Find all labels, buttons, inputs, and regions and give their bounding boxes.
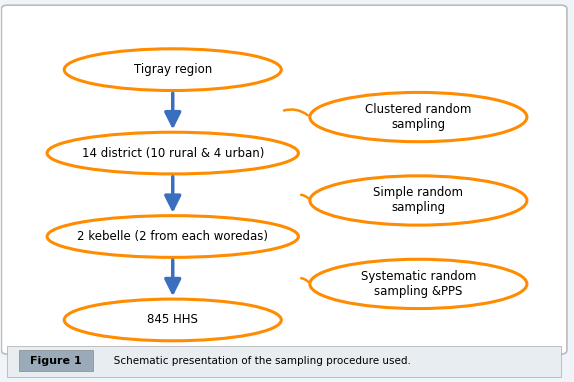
Text: Systematic random
sampling &PPS: Systematic random sampling &PPS	[360, 270, 476, 298]
Ellipse shape	[47, 132, 298, 174]
Ellipse shape	[310, 92, 527, 142]
Ellipse shape	[64, 299, 281, 341]
FancyBboxPatch shape	[1, 5, 567, 354]
Text: 14 district (10 rural & 4 urban): 14 district (10 rural & 4 urban)	[82, 147, 264, 160]
Text: 845 HHS: 845 HHS	[148, 314, 198, 327]
Ellipse shape	[47, 216, 298, 257]
Text: Figure 1: Figure 1	[30, 356, 82, 366]
Ellipse shape	[310, 176, 527, 225]
Ellipse shape	[310, 259, 527, 309]
Text: Schematic presentation of the sampling procedure used.: Schematic presentation of the sampling p…	[104, 356, 411, 366]
FancyBboxPatch shape	[18, 350, 93, 371]
Text: 2 kebelle (2 from each woredas): 2 kebelle (2 from each woredas)	[77, 230, 268, 243]
Ellipse shape	[64, 49, 281, 91]
Text: Tigray region: Tigray region	[134, 63, 212, 76]
FancyBboxPatch shape	[7, 346, 561, 377]
Text: Simple random
sampling: Simple random sampling	[373, 186, 463, 214]
Text: Clustered random
sampling: Clustered random sampling	[365, 103, 472, 131]
